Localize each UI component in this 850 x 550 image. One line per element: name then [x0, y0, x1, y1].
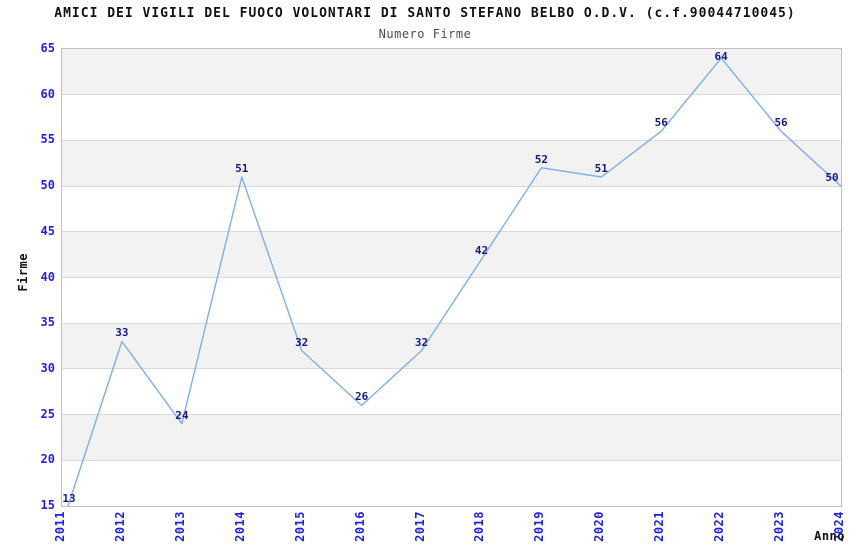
h-gridline — [62, 414, 841, 416]
plot-band — [62, 231, 841, 278]
x-axis-title: Anno — [814, 529, 845, 543]
point-value-label: 42 — [474, 244, 489, 258]
y-tick-label: 45 — [40, 223, 55, 238]
h-gridline — [62, 368, 841, 370]
h-gridline — [62, 459, 841, 461]
series-plot — [67, 57, 841, 506]
h-gridline — [62, 322, 841, 324]
point-value-label: 52 — [534, 152, 548, 166]
h-gridline — [62, 139, 841, 141]
plot-band — [62, 186, 841, 232]
x-tick-label: 2013 — [172, 511, 187, 542]
x-tick-label: 2017 — [412, 511, 427, 542]
x-tick-label: 2020 — [592, 511, 607, 542]
h-gridline — [62, 94, 841, 96]
x-tick-label: 2012 — [112, 511, 127, 542]
plot-band — [62, 49, 841, 95]
x-tick-label: 2021 — [652, 511, 667, 542]
x-tick-label: 2014 — [232, 511, 247, 542]
x-tick-label: 2018 — [472, 511, 487, 542]
series-line — [67, 57, 841, 506]
point-value-label: 26 — [354, 390, 369, 404]
plot-band — [62, 414, 841, 461]
h-gridline — [62, 231, 841, 233]
x-tick-label: 2016 — [352, 511, 367, 542]
point-value-label: 56 — [774, 116, 788, 130]
y-tick-label: 20 — [40, 452, 55, 467]
x-tick-label: 2023 — [772, 511, 787, 542]
plot-area: 13 33 24 51 32 26 32 42 52 51 56 64 56 50 — [61, 48, 842, 507]
x-tick-label: 2019 — [532, 511, 547, 542]
point-value-label: 56 — [654, 116, 668, 130]
y-tick-label: 35 — [40, 315, 55, 330]
x-tick-label: 2015 — [292, 511, 307, 542]
plot-band — [62, 368, 841, 415]
x-tick-label: 2022 — [712, 511, 727, 542]
y-tick-label: 40 — [40, 269, 55, 284]
chart-subtitle: Numero Firme — [378, 27, 472, 41]
chart-title: AMICI DEI VIGILI DEL FUOCO VOLONTARI DI … — [54, 6, 796, 21]
y-tick-label: 60 — [40, 86, 55, 101]
point-value-label: 50 — [825, 171, 839, 185]
point-value-label: 33 — [115, 326, 129, 340]
y-tick-label: 30 — [40, 360, 55, 375]
plot-band — [62, 323, 841, 369]
y-tick-label: 65 — [40, 41, 55, 55]
plot-band — [62, 277, 841, 324]
y-tick-label: 25 — [40, 406, 55, 421]
point-value-label: 32 — [295, 335, 309, 349]
h-gridline — [62, 277, 841, 278]
point-value-label: 13 — [62, 492, 76, 505]
point-value-label: 24 — [175, 408, 189, 422]
y-tick-label: 50 — [40, 178, 55, 193]
point-value-label: 32 — [414, 335, 429, 349]
point-value-label: 51 — [235, 161, 249, 175]
h-gridline — [62, 185, 841, 187]
point-value-label: 64 — [714, 50, 728, 63]
y-tick-label: 15 — [40, 498, 55, 512]
y-tick-label: 55 — [40, 132, 55, 147]
plot-band — [62, 140, 841, 187]
plot-band — [62, 94, 841, 141]
x-tick-label: 2011 — [53, 511, 67, 542]
point-value-label: 51 — [594, 161, 608, 175]
plot-band — [62, 460, 841, 506]
